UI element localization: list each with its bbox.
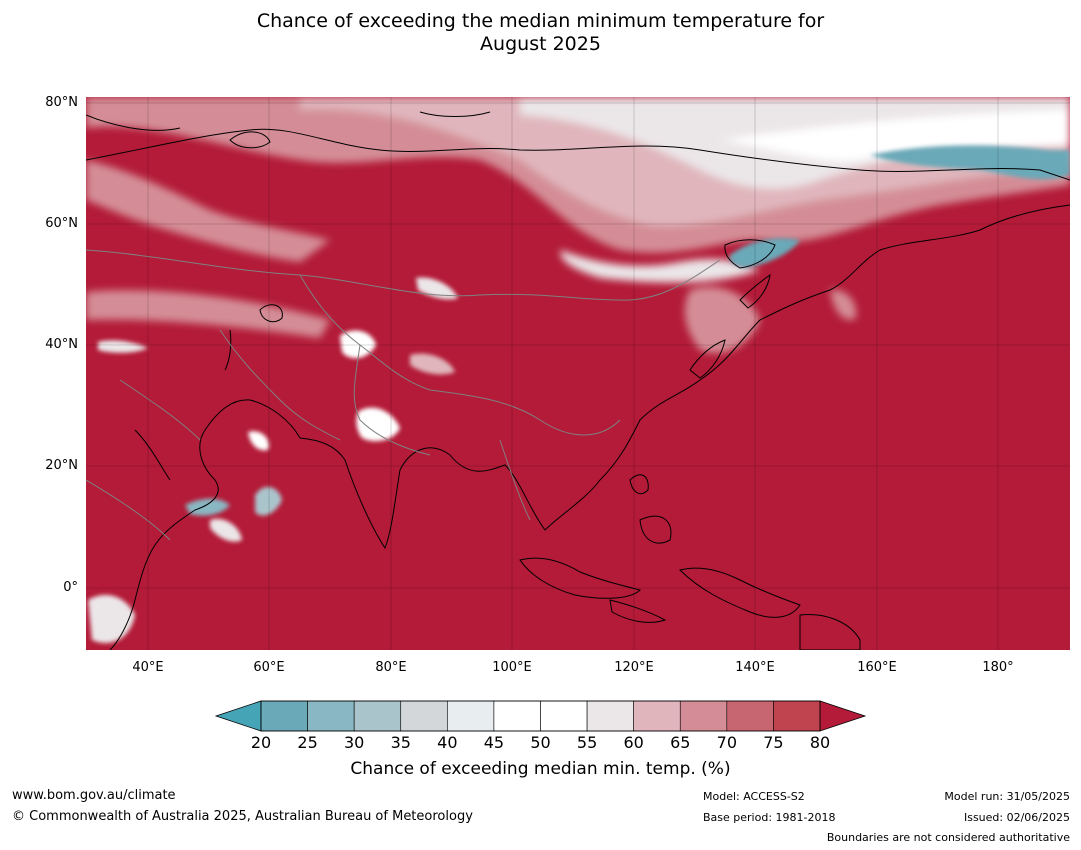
lat-tick-80n: 80°N bbox=[45, 95, 78, 110]
colorbar-segment bbox=[726, 700, 774, 732]
colorbar-tick-label: 20 bbox=[250, 733, 272, 752]
colorbar-frame bbox=[260, 700, 821, 732]
shading-below-median bbox=[185, 145, 1070, 516]
website-link[interactable]: www.bom.gov.au/climate bbox=[12, 788, 176, 803]
colorbar-segment bbox=[586, 700, 634, 732]
colorbar-tick-label: 60 bbox=[623, 733, 644, 752]
model-run-text: Model run: 31/05/2025 bbox=[944, 790, 1070, 803]
title-line-1: Chance of exceeding the median minimum t… bbox=[256, 10, 825, 32]
colorbar-segment bbox=[633, 700, 681, 732]
lon-tick-180: 180° bbox=[982, 660, 1014, 675]
lat-tick-0: 0° bbox=[63, 580, 78, 595]
colorbar-tick-label: 35 bbox=[390, 733, 411, 752]
base-period-text: Base period: 1981-2018 bbox=[703, 811, 836, 824]
disclaimer-text: Boundaries are not considered authoritat… bbox=[826, 831, 1070, 844]
colorbar-tick-label: 75 bbox=[763, 733, 784, 752]
colorbar-segment bbox=[260, 700, 308, 732]
lat-tick-40n: 40°N bbox=[45, 337, 78, 352]
colorbar-segment bbox=[679, 700, 728, 732]
colorbar-high-arrow bbox=[819, 700, 867, 732]
colorbar-label: Chance of exceeding median min. temp. (%… bbox=[350, 759, 731, 779]
colorbar-segments bbox=[260, 700, 821, 732]
graticule bbox=[86, 97, 1070, 650]
colorbar-segment bbox=[773, 700, 821, 732]
lon-tick-100e: 100°E bbox=[492, 660, 532, 675]
lon-tick-140e: 140°E bbox=[735, 660, 775, 675]
lon-tick-40e: 40°E bbox=[132, 660, 164, 675]
colorbar-segment bbox=[400, 700, 448, 732]
lon-tick-60e: 60°E bbox=[253, 660, 285, 675]
copyright-text: © Commonwealth of Australia 2025, Austra… bbox=[12, 809, 473, 824]
lat-tick-20n: 20°N bbox=[45, 458, 78, 473]
colorbar-tick-label: 30 bbox=[343, 733, 365, 752]
colorbar-tick-label: 65 bbox=[670, 733, 691, 752]
colorbar-tick-label: 55 bbox=[576, 733, 598, 752]
lon-tick-160e: 160°E bbox=[857, 660, 897, 675]
colorbar-segment bbox=[540, 700, 588, 732]
colorbar-segment bbox=[353, 700, 402, 732]
country-borders bbox=[86, 249, 721, 541]
model-text: Model: ACCESS-S2 bbox=[703, 790, 805, 803]
colorbar-segment bbox=[307, 700, 355, 732]
lon-tick-120e: 120°E bbox=[614, 660, 654, 675]
colorbar-tick-label: 50 bbox=[530, 733, 551, 752]
probability-map bbox=[86, 97, 1070, 650]
title-line-2: August 2025 bbox=[480, 33, 601, 55]
colorbar-tick-label: 70 bbox=[716, 733, 737, 752]
colorbar-low-arrow bbox=[214, 700, 262, 732]
colorbar-tick-label: 80 bbox=[809, 733, 831, 752]
colorbar-tick-label: 40 bbox=[437, 733, 458, 752]
colorbar-segment bbox=[447, 700, 495, 732]
issued-text: Issued: 02/06/2025 bbox=[963, 811, 1070, 824]
coastlines bbox=[86, 111, 1070, 650]
lat-tick-60n: 60°N bbox=[45, 216, 78, 231]
colorbar-tick-label: 25 bbox=[297, 733, 318, 752]
colorbar-tick-label: 45 bbox=[483, 733, 505, 752]
lon-tick-80e: 80°E bbox=[375, 660, 407, 675]
colorbar-segment bbox=[493, 700, 541, 732]
map-title: Chance of exceeding the median minimum t… bbox=[0, 10, 1081, 56]
